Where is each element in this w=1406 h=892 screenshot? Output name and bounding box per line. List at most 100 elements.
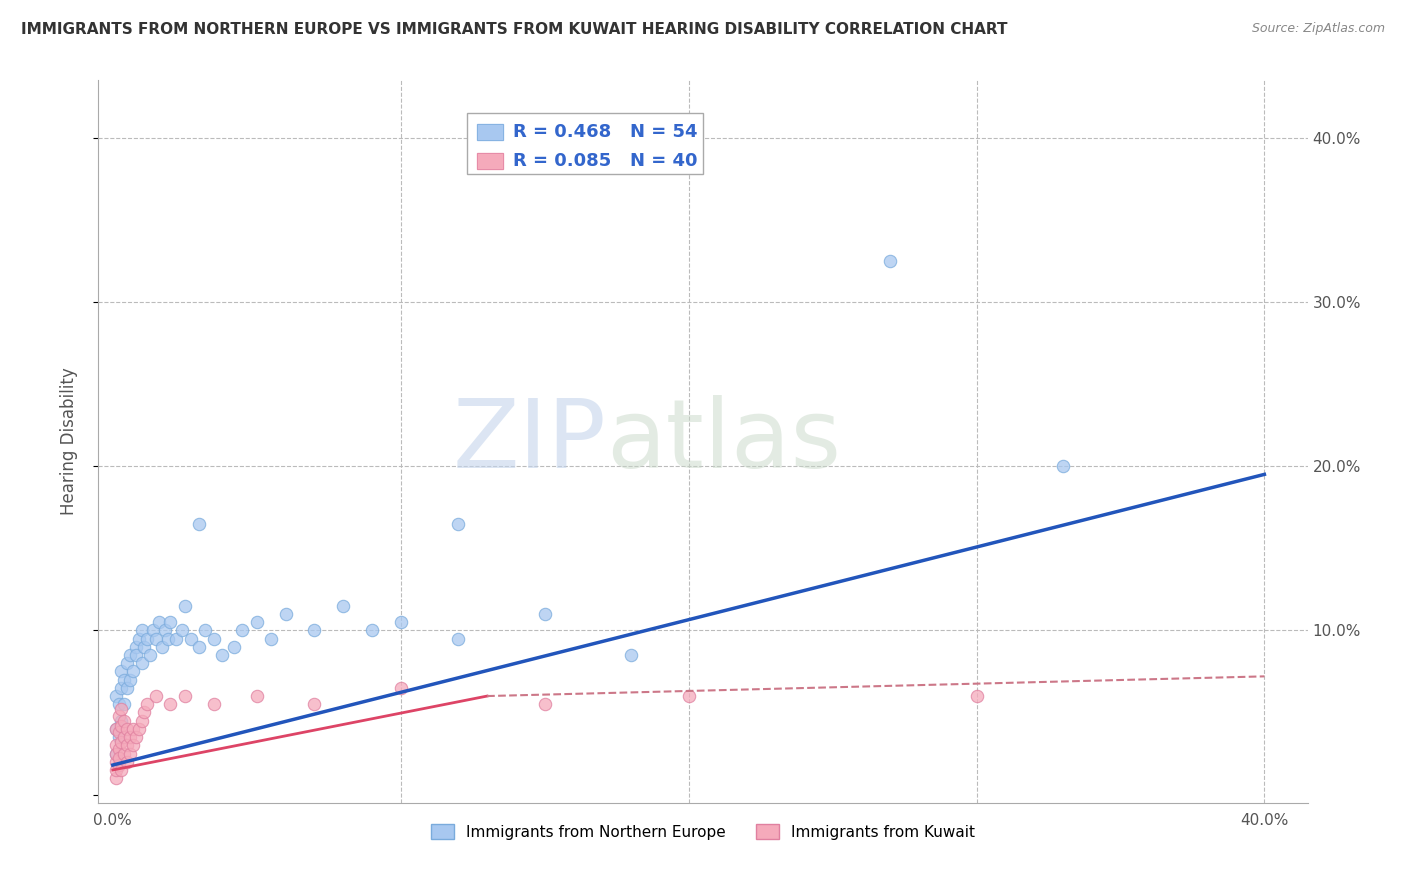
Point bbox=[231, 624, 253, 638]
Point bbox=[104, 722, 127, 736]
Point bbox=[139, 648, 162, 662]
Point bbox=[260, 632, 283, 646]
Point bbox=[125, 648, 148, 662]
Point bbox=[107, 730, 129, 744]
Point bbox=[112, 673, 135, 687]
Point bbox=[170, 624, 193, 638]
Point bbox=[104, 763, 127, 777]
Point bbox=[678, 689, 700, 703]
Point bbox=[128, 632, 150, 646]
Point bbox=[447, 516, 470, 531]
Point bbox=[136, 632, 159, 646]
Point bbox=[112, 698, 135, 712]
Point bbox=[173, 689, 195, 703]
Point bbox=[134, 706, 156, 720]
Point bbox=[131, 714, 153, 728]
Point bbox=[148, 615, 170, 630]
Point bbox=[115, 755, 138, 769]
Point bbox=[361, 624, 384, 638]
Point bbox=[879, 253, 901, 268]
Point bbox=[120, 673, 142, 687]
Text: R = 0.468   N = 54: R = 0.468 N = 54 bbox=[513, 123, 697, 141]
Point bbox=[115, 657, 138, 671]
Point bbox=[222, 640, 245, 654]
Point bbox=[107, 698, 129, 712]
Point bbox=[1052, 459, 1074, 474]
Point bbox=[188, 516, 211, 531]
FancyBboxPatch shape bbox=[467, 112, 703, 174]
Text: IMMIGRANTS FROM NORTHERN EUROPE VS IMMIGRANTS FROM KUWAIT HEARING DISABILITY COR: IMMIGRANTS FROM NORTHERN EUROPE VS IMMIG… bbox=[21, 22, 1008, 37]
Point bbox=[120, 648, 142, 662]
Point bbox=[142, 624, 165, 638]
Point bbox=[110, 718, 132, 732]
Point bbox=[389, 681, 412, 695]
Point bbox=[110, 714, 132, 728]
Point bbox=[159, 698, 181, 712]
Point bbox=[173, 599, 195, 613]
Point bbox=[202, 698, 225, 712]
Point bbox=[115, 681, 138, 695]
Point bbox=[104, 755, 127, 769]
Point bbox=[104, 739, 127, 753]
Point bbox=[107, 708, 129, 723]
Point bbox=[304, 698, 326, 712]
Bar bbox=[477, 153, 503, 169]
Point bbox=[104, 722, 127, 736]
Point bbox=[389, 615, 412, 630]
Point bbox=[153, 624, 176, 638]
Point bbox=[145, 632, 167, 646]
Point bbox=[447, 632, 470, 646]
Point bbox=[150, 640, 173, 654]
Point bbox=[112, 730, 135, 744]
Point bbox=[188, 640, 211, 654]
Point bbox=[125, 730, 148, 744]
Bar bbox=[477, 153, 503, 169]
Point bbox=[533, 698, 555, 712]
Point bbox=[110, 665, 132, 679]
Point bbox=[120, 730, 142, 744]
Point bbox=[107, 741, 129, 756]
Point bbox=[104, 771, 127, 785]
Point bbox=[211, 648, 233, 662]
Point bbox=[112, 747, 135, 761]
Point bbox=[122, 722, 145, 736]
Point bbox=[122, 665, 145, 679]
Point bbox=[125, 640, 148, 654]
Point bbox=[115, 739, 138, 753]
Point bbox=[128, 722, 150, 736]
Point bbox=[104, 747, 127, 761]
Point bbox=[202, 632, 225, 646]
Point bbox=[104, 689, 127, 703]
Point bbox=[107, 758, 129, 772]
Point bbox=[165, 632, 187, 646]
Bar bbox=[477, 124, 503, 140]
Y-axis label: Hearing Disability: Hearing Disability bbox=[59, 368, 77, 516]
Point bbox=[110, 763, 132, 777]
Text: Source: ZipAtlas.com: Source: ZipAtlas.com bbox=[1251, 22, 1385, 36]
Point bbox=[136, 698, 159, 712]
Bar bbox=[477, 124, 503, 140]
Point bbox=[620, 648, 643, 662]
Text: atlas: atlas bbox=[606, 395, 841, 488]
Point bbox=[159, 615, 181, 630]
Point bbox=[131, 624, 153, 638]
Point bbox=[274, 607, 297, 621]
Point bbox=[112, 714, 135, 728]
Legend: Immigrants from Northern Europe, Immigrants from Kuwait: Immigrants from Northern Europe, Immigra… bbox=[425, 818, 981, 846]
Point bbox=[145, 689, 167, 703]
Point bbox=[122, 739, 145, 753]
Text: ZIP: ZIP bbox=[453, 395, 606, 488]
Point bbox=[104, 747, 127, 761]
Point bbox=[156, 632, 179, 646]
Point bbox=[131, 657, 153, 671]
Point bbox=[107, 751, 129, 765]
Point bbox=[332, 599, 354, 613]
Point bbox=[134, 640, 156, 654]
Point bbox=[120, 747, 142, 761]
Point bbox=[110, 681, 132, 695]
Point bbox=[194, 624, 217, 638]
Point bbox=[304, 624, 326, 638]
Point bbox=[115, 722, 138, 736]
Point bbox=[110, 735, 132, 749]
Point bbox=[246, 615, 269, 630]
